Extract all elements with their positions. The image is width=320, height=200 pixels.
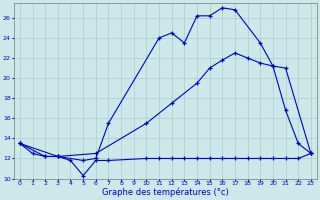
X-axis label: Graphe des températures (°c): Graphe des températures (°c): [102, 188, 229, 197]
